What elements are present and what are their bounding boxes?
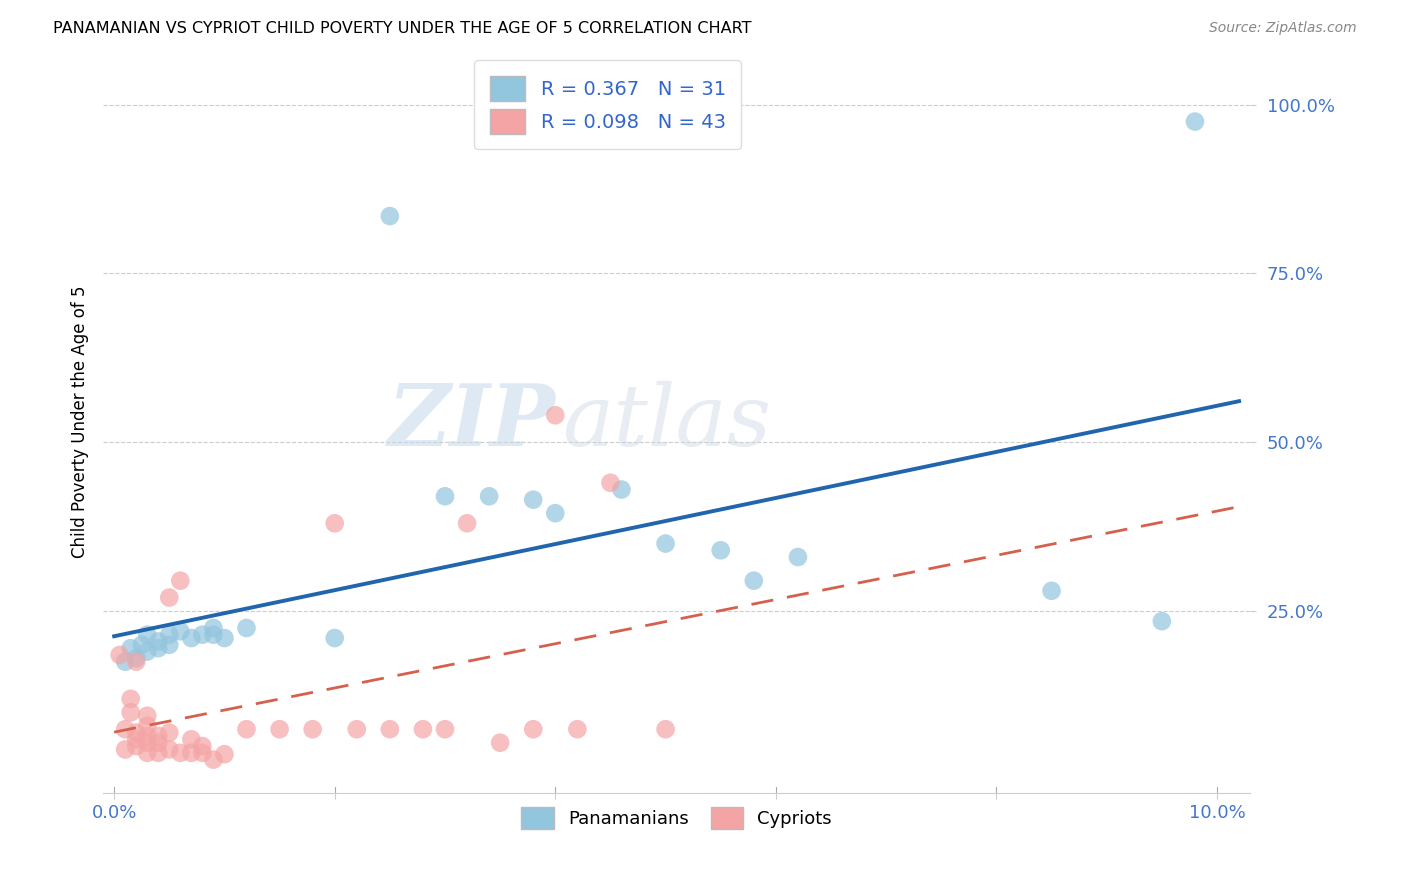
Point bbox=[202, 753, 225, 767]
Point bbox=[456, 516, 478, 531]
Point bbox=[136, 644, 159, 658]
Legend: Panamanians, Cypriots: Panamanians, Cypriots bbox=[515, 800, 839, 837]
Point bbox=[114, 742, 136, 756]
Point bbox=[169, 624, 191, 639]
Point bbox=[323, 516, 346, 531]
Point bbox=[599, 475, 621, 490]
Point bbox=[214, 631, 236, 645]
Point bbox=[301, 722, 323, 736]
Point bbox=[489, 736, 512, 750]
Point bbox=[125, 725, 148, 739]
Point bbox=[214, 747, 236, 762]
Point bbox=[148, 736, 170, 750]
Point bbox=[136, 736, 159, 750]
Point bbox=[148, 641, 170, 656]
Point bbox=[434, 489, 457, 503]
Point bbox=[148, 746, 170, 760]
Point bbox=[114, 655, 136, 669]
Point bbox=[654, 722, 676, 736]
Point bbox=[157, 742, 180, 756]
Text: ZIP: ZIP bbox=[388, 380, 557, 464]
Point bbox=[157, 591, 180, 605]
Point bbox=[131, 638, 153, 652]
Point bbox=[136, 719, 159, 733]
Point bbox=[378, 209, 401, 223]
Point bbox=[136, 628, 159, 642]
Point bbox=[478, 489, 501, 503]
Point bbox=[1184, 114, 1206, 128]
Point bbox=[1150, 614, 1173, 628]
Point bbox=[169, 574, 191, 588]
Point bbox=[125, 732, 148, 747]
Point bbox=[742, 574, 765, 588]
Point bbox=[120, 706, 142, 720]
Point bbox=[136, 746, 159, 760]
Point bbox=[787, 549, 810, 564]
Point bbox=[157, 725, 180, 739]
Point bbox=[120, 641, 142, 656]
Point bbox=[120, 691, 142, 706]
Point bbox=[412, 722, 434, 736]
Point bbox=[108, 648, 131, 662]
Text: atlas: atlas bbox=[562, 381, 770, 463]
Point bbox=[610, 483, 633, 497]
Point bbox=[522, 722, 544, 736]
Text: Source: ZipAtlas.com: Source: ZipAtlas.com bbox=[1209, 21, 1357, 35]
Point bbox=[522, 492, 544, 507]
Point bbox=[180, 732, 202, 747]
Point bbox=[136, 729, 159, 743]
Point bbox=[136, 708, 159, 723]
Point bbox=[323, 631, 346, 645]
Point bbox=[202, 628, 225, 642]
Point bbox=[235, 621, 257, 635]
Point bbox=[269, 722, 291, 736]
Point bbox=[157, 628, 180, 642]
Point bbox=[125, 651, 148, 665]
Y-axis label: Child Poverty Under the Age of 5: Child Poverty Under the Age of 5 bbox=[72, 285, 89, 558]
Point bbox=[346, 722, 368, 736]
Point bbox=[180, 746, 202, 760]
Point bbox=[378, 722, 401, 736]
Point bbox=[191, 739, 214, 753]
Point bbox=[1040, 583, 1063, 598]
Point bbox=[148, 729, 170, 743]
Point bbox=[169, 746, 191, 760]
Point bbox=[148, 634, 170, 648]
Point bbox=[191, 628, 214, 642]
Point bbox=[235, 722, 257, 736]
Point bbox=[125, 739, 148, 753]
Text: PANAMANIAN VS CYPRIOT CHILD POVERTY UNDER THE AGE OF 5 CORRELATION CHART: PANAMANIAN VS CYPRIOT CHILD POVERTY UNDE… bbox=[53, 21, 752, 36]
Point bbox=[544, 409, 567, 423]
Point bbox=[191, 746, 214, 760]
Point bbox=[125, 655, 148, 669]
Point bbox=[654, 536, 676, 550]
Point bbox=[710, 543, 733, 558]
Point bbox=[567, 722, 589, 736]
Point bbox=[114, 722, 136, 736]
Point bbox=[157, 638, 180, 652]
Point bbox=[544, 506, 567, 520]
Point bbox=[202, 621, 225, 635]
Point bbox=[434, 722, 457, 736]
Point bbox=[180, 631, 202, 645]
